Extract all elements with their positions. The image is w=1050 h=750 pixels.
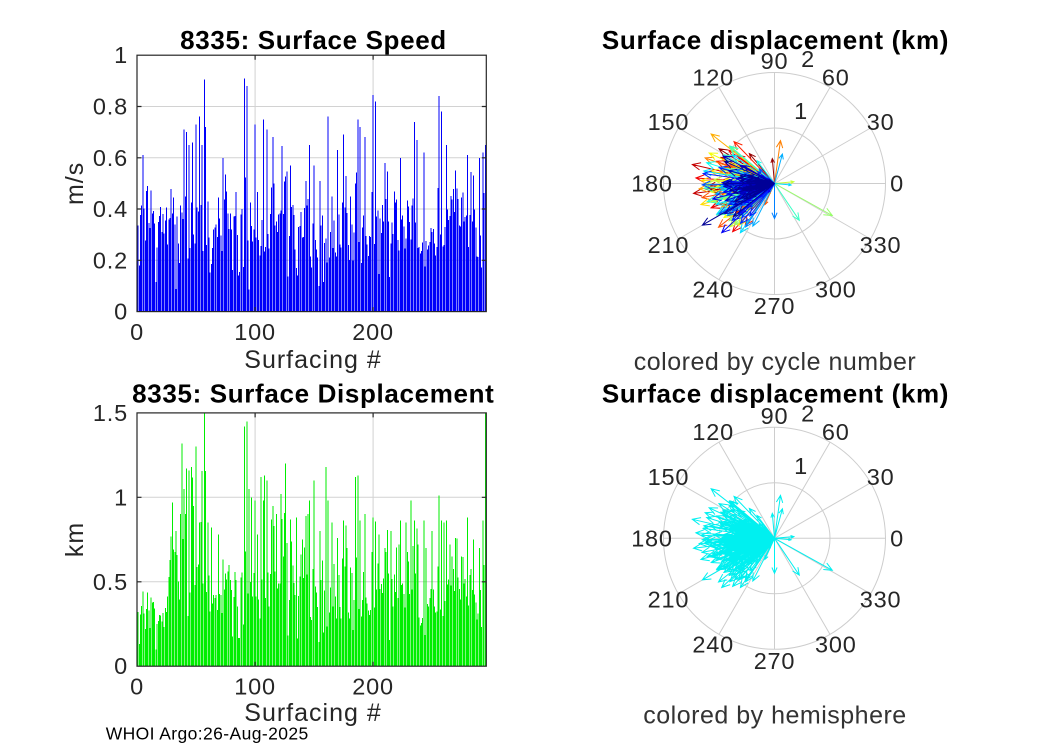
svg-text:0: 0 — [890, 171, 904, 197]
svg-text:1.5: 1.5 — [93, 400, 128, 426]
svg-text:1: 1 — [114, 484, 128, 510]
svg-text:0: 0 — [130, 674, 144, 700]
svg-text:Surface displacement (km): Surface displacement (km) — [602, 379, 949, 409]
svg-text:90: 90 — [761, 403, 789, 429]
svg-text:2: 2 — [801, 401, 815, 427]
svg-text:30: 30 — [867, 464, 895, 490]
svg-text:240: 240 — [692, 277, 734, 303]
svg-text:60: 60 — [822, 64, 850, 90]
svg-text:0.6: 0.6 — [93, 145, 128, 171]
svg-text:330: 330 — [860, 232, 902, 258]
svg-text:0.4: 0.4 — [93, 196, 128, 222]
svg-text:0.8: 0.8 — [93, 94, 128, 120]
svg-text:0: 0 — [114, 653, 128, 679]
svg-text:2: 2 — [801, 46, 815, 72]
svg-text:180: 180 — [631, 171, 673, 197]
svg-text:1: 1 — [794, 453, 808, 479]
svg-text:90: 90 — [761, 48, 789, 74]
svg-text:150: 150 — [648, 464, 690, 490]
svg-text:0: 0 — [114, 299, 128, 325]
svg-text:0.5: 0.5 — [93, 569, 128, 595]
svg-text:300: 300 — [815, 631, 857, 657]
svg-text:180: 180 — [631, 525, 673, 551]
svg-text:1: 1 — [794, 98, 808, 124]
svg-text:km: km — [61, 522, 89, 557]
svg-text:200: 200 — [352, 319, 394, 345]
svg-text:120: 120 — [692, 419, 734, 445]
svg-text:8335: Surface Speed: 8335: Surface Speed — [180, 25, 447, 55]
svg-text:300: 300 — [815, 277, 857, 303]
svg-text:m/s: m/s — [61, 162, 89, 205]
svg-text:100: 100 — [234, 319, 276, 345]
svg-text:Surfacing #: Surfacing # — [244, 699, 381, 727]
svg-text:0: 0 — [130, 319, 144, 345]
svg-text:30: 30 — [867, 109, 895, 135]
svg-text:60: 60 — [822, 419, 850, 445]
svg-text:210: 210 — [648, 587, 690, 613]
svg-text:WHOI Argo:26-Aug-2025: WHOI Argo:26-Aug-2025 — [106, 724, 309, 744]
svg-text:270: 270 — [754, 293, 796, 319]
svg-text:150: 150 — [648, 109, 690, 135]
svg-text:210: 210 — [648, 232, 690, 258]
svg-text:0: 0 — [890, 525, 904, 551]
svg-text:330: 330 — [860, 587, 902, 613]
svg-text:100: 100 — [234, 674, 276, 700]
svg-text:120: 120 — [692, 64, 734, 90]
svg-text:0.2: 0.2 — [93, 247, 128, 273]
svg-text:200: 200 — [352, 674, 394, 700]
svg-text:Surfacing #: Surfacing # — [244, 346, 381, 374]
svg-text:1: 1 — [114, 42, 128, 68]
svg-text:8335: Surface Displacement: 8335: Surface Displacement — [132, 379, 494, 409]
svg-text:240: 240 — [692, 631, 734, 657]
svg-text:colored by cycle number: colored by cycle number — [634, 348, 916, 376]
svg-text:Surface displacement (km): Surface displacement (km) — [602, 25, 949, 55]
svg-text:colored by hemisphere: colored by hemisphere — [643, 702, 906, 730]
svg-text:270: 270 — [754, 648, 796, 674]
